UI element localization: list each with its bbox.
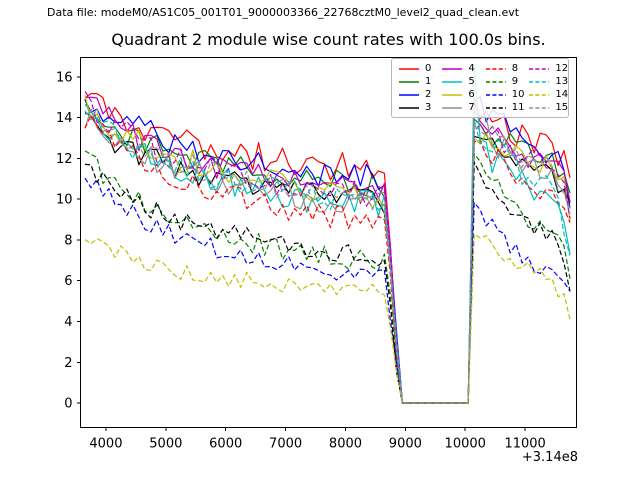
legend-item-3: 3	[398, 101, 431, 114]
legend-line-sample	[529, 93, 550, 96]
legend-line-sample	[485, 93, 506, 96]
series-line-12	[84, 90, 571, 404]
y-tick-label: 10	[56, 193, 73, 208]
series-line-9	[84, 150, 571, 404]
legend-item-10: 10	[485, 88, 524, 101]
legend-label: 14	[555, 88, 569, 100]
legend-item-13: 13	[528, 75, 568, 88]
legend-label: 4	[468, 62, 475, 74]
series-line-8	[84, 114, 571, 404]
legend-line-sample	[529, 106, 550, 109]
x-tick-label: 10000	[445, 437, 486, 452]
legend-line-sample	[442, 67, 463, 70]
x-tick-label: 5000	[149, 437, 182, 452]
legend-line-sample	[399, 106, 419, 109]
x-tick-label: 8000	[329, 437, 362, 452]
y-tick-label: 12	[56, 152, 73, 167]
plot-frame	[80, 57, 577, 428]
chart-title: Quadrant 2 module wise count rates with …	[111, 30, 546, 49]
series-line-4	[84, 96, 571, 404]
legend-item-15: 15	[528, 101, 568, 114]
legend-line-sample	[485, 80, 506, 83]
legend-item-5: 5	[441, 75, 475, 88]
legend-item-4: 4	[441, 62, 475, 75]
y-tick-label: 0	[64, 397, 72, 412]
series-line-10	[84, 177, 571, 404]
y-tick-label: 14	[56, 111, 73, 126]
legend-item-12: 12	[528, 62, 568, 75]
legend: 0 1 2 3 4 5 6 7 8 9 10 11 12 13 14 15	[391, 58, 569, 118]
legend-line-sample	[485, 106, 506, 109]
legend-item-9: 9	[485, 75, 519, 88]
y-tick-label: 2	[64, 356, 72, 371]
y-tick-label: 6	[64, 274, 72, 289]
legend-line-sample	[529, 80, 550, 83]
legend-item-8: 8	[485, 62, 519, 75]
legend-label: 7	[468, 101, 475, 113]
legend-line-sample	[442, 93, 463, 96]
series-line-15	[84, 108, 571, 404]
legend-item-14: 14	[528, 88, 568, 101]
y-tick-label: 4	[64, 315, 72, 330]
data-file-label: Data file: modeM0/AS1C05_001T01_90000033…	[47, 6, 520, 19]
legend-label: 2	[425, 88, 432, 100]
series-line-13	[84, 111, 571, 404]
legend-line-sample	[529, 67, 550, 70]
legend-line-sample	[442, 80, 463, 83]
x-tick-label: 6000	[209, 437, 242, 452]
legend-line-sample	[442, 106, 463, 109]
legend-label: 8	[511, 62, 519, 74]
legend-line-sample	[399, 93, 419, 96]
legend-label: 13	[555, 75, 569, 87]
legend-label: 10	[511, 88, 525, 100]
legend-label: 5	[468, 75, 475, 87]
series-line-14	[84, 233, 571, 404]
legend-label: 1	[425, 75, 432, 87]
legend-label: 6	[468, 88, 475, 100]
legend-label: 0	[425, 62, 432, 74]
x-tick-label: 7000	[269, 437, 302, 452]
x-tick-label: 9000	[389, 437, 422, 452]
legend-label: 3	[425, 101, 432, 113]
legend-label: 11	[511, 101, 525, 113]
x-tick-label: 11000	[504, 437, 545, 452]
series-line-6	[84, 95, 571, 404]
legend-item-2: 2	[398, 88, 431, 101]
series-line-7	[84, 98, 571, 404]
legend-item-11: 11	[485, 101, 524, 114]
x-axis-offset-label: +3.14e8	[521, 450, 578, 465]
legend-item-6: 6	[441, 88, 475, 101]
legend-label: 12	[555, 62, 569, 74]
y-tick-label: 16	[56, 70, 73, 85]
legend-item-0: 0	[398, 62, 431, 75]
legend-item-7: 7	[441, 101, 475, 114]
legend-line-sample	[399, 80, 419, 83]
x-tick-label: 4000	[89, 437, 122, 452]
legend-line-sample	[399, 67, 419, 70]
series-line-1	[84, 98, 571, 404]
legend-label: 15	[555, 101, 569, 113]
legend-item-1: 1	[398, 75, 431, 88]
y-tick-label: 8	[64, 233, 72, 248]
series-line-11	[84, 161, 571, 404]
legend-label: 9	[511, 75, 519, 87]
legend-line-sample	[485, 67, 506, 70]
